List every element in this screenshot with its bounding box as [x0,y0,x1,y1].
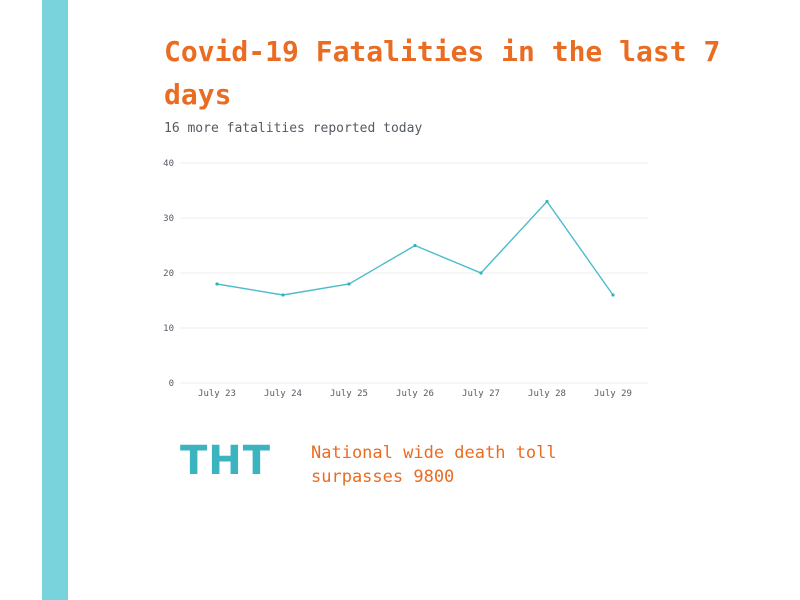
y-tick-label: 10 [163,324,174,334]
data-point [611,293,615,297]
x-tick-label: July 29 [594,389,632,399]
data-point [347,282,351,286]
y-tick-label: 0 [169,379,174,389]
data-point [215,282,219,286]
series-layer [215,199,615,297]
x-tick-label: July 26 [396,389,434,399]
chart-subtitle: 16 more fatalities reported today [164,121,423,136]
data-point [479,271,483,275]
y-tick-label: 40 [163,159,174,169]
y-tick-label: 30 [163,214,174,224]
y-axis-ticks: 0 10 20 30 40 [163,159,174,389]
x-tick-label: July 28 [528,389,566,399]
grid-lines [180,162,648,384]
accent-stripe [42,0,68,600]
headline-text: National wide death toll surpasses 9800 [311,443,557,487]
x-tick-label: July 24 [264,389,302,399]
series-line [216,200,614,296]
x-tick-label: July 27 [462,389,500,399]
data-point [281,293,285,297]
x-tick-label: July 23 [198,389,236,399]
y-tick-label: 20 [163,269,174,279]
x-tick-label: July 25 [330,389,368,399]
data-point [413,243,417,248]
chart-title: Covid-19 Fatalities in the last 7 days [164,35,721,111]
data-point [545,199,549,204]
brand-logo: THT [180,438,272,484]
x-axis-ticks: July 23 July 24 July 25 July 26 July 27 July … [198,389,632,399]
